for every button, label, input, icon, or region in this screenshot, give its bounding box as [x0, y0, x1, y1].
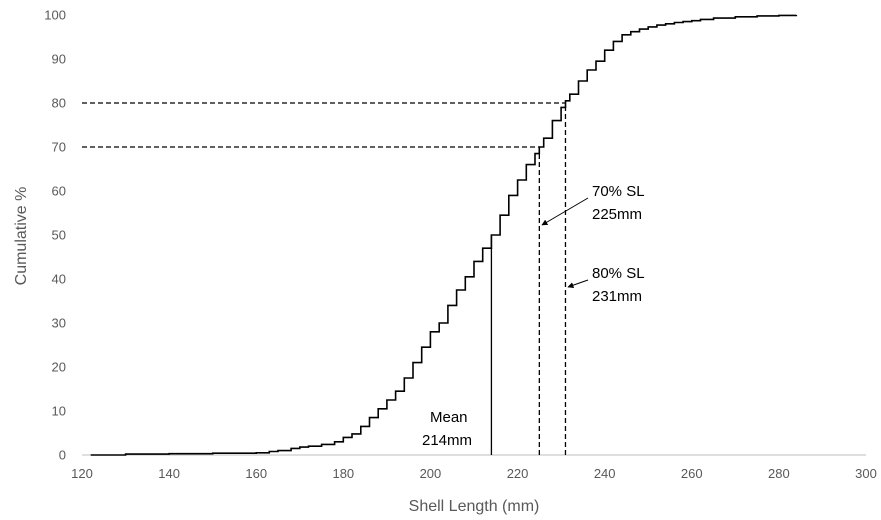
- y-tick-label: 50: [52, 228, 66, 243]
- annotation-80-line1: 80% SL: [592, 265, 645, 282]
- annotation-80-line2: 231mm: [592, 288, 642, 305]
- y-tick-label: 100: [44, 8, 66, 23]
- x-tick-label: 220: [507, 466, 529, 481]
- y-tick-label: 10: [52, 404, 66, 419]
- y-tick-label: 40: [52, 272, 66, 287]
- annotation-mean-line2: 214mm: [422, 432, 472, 449]
- x-tick-label: 280: [768, 466, 790, 481]
- y-tick-label: 20: [52, 360, 66, 375]
- x-tick-label: 300: [855, 466, 877, 481]
- x-tick-label: 240: [594, 466, 616, 481]
- x-axis-title: Shell Length (mm): [409, 498, 540, 515]
- cumulative-series-line: [90, 14, 798, 456]
- x-tick-label: 180: [332, 466, 354, 481]
- x-tick-label: 120: [71, 466, 93, 481]
- x-tick-label: 200: [420, 466, 442, 481]
- annotation-70-line2: 225mm: [592, 206, 642, 223]
- y-tick-label: 90: [52, 52, 66, 67]
- x-tick-label: 140: [158, 466, 180, 481]
- annotation-mean-line1: Mean: [430, 409, 468, 426]
- x-tick-label: 160: [245, 466, 267, 481]
- y-tick-labels: 0 10 20 30 40 50 60 70 80 90 100: [44, 8, 66, 463]
- y-tick-label: 30: [52, 316, 66, 331]
- annotations: 70% SL 225mm 80% SL 231mm Mean 214mm: [422, 183, 645, 449]
- annotation-80-arrow: [567, 279, 589, 289]
- y-tick-label: 80: [52, 96, 66, 111]
- annotation-70-line1: 70% SL: [592, 183, 645, 200]
- annotation-70-arrow: [541, 197, 589, 226]
- reference-lines: [82, 102, 567, 455]
- x-tick-labels: 120 140 160 180 200 220 240 260 280 300: [71, 466, 877, 481]
- y-tick-label: 60: [52, 184, 66, 199]
- y-axis-title: Cumulative %: [13, 187, 30, 286]
- y-tick-label: 0: [59, 448, 66, 463]
- y-tick-label: 70: [52, 140, 66, 155]
- x-tick-label: 260: [681, 466, 703, 481]
